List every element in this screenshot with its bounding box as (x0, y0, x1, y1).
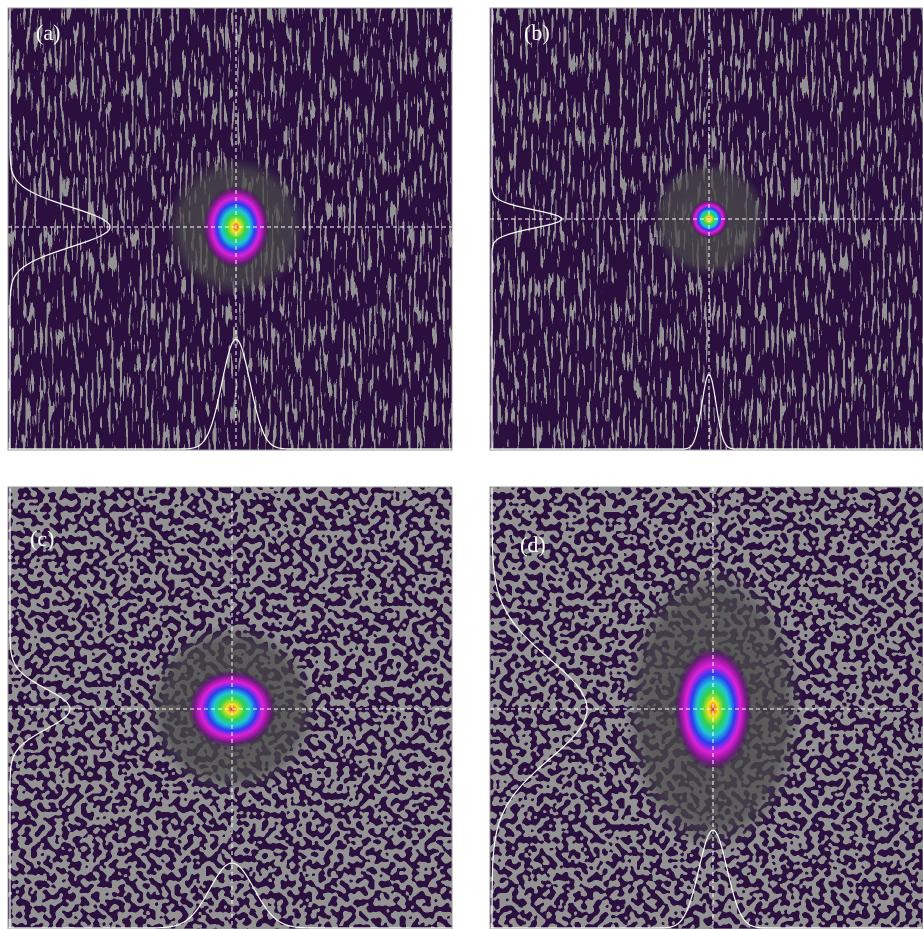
panel-label: (c) (30, 526, 54, 551)
beam-panel (490, 487, 923, 929)
beam-panel (8, 487, 452, 929)
figure: (a) (b) (c) (d) (0, 0, 923, 929)
beam-panel (8, 8, 452, 450)
panel-label: (a) (36, 20, 60, 45)
panel-label: (d) (520, 532, 546, 557)
panel-label: (b) (524, 20, 550, 45)
beam-panel (490, 8, 923, 450)
page: (a)(b)(c)(d) (() => { const data = JSON.… (0, 0, 923, 929)
